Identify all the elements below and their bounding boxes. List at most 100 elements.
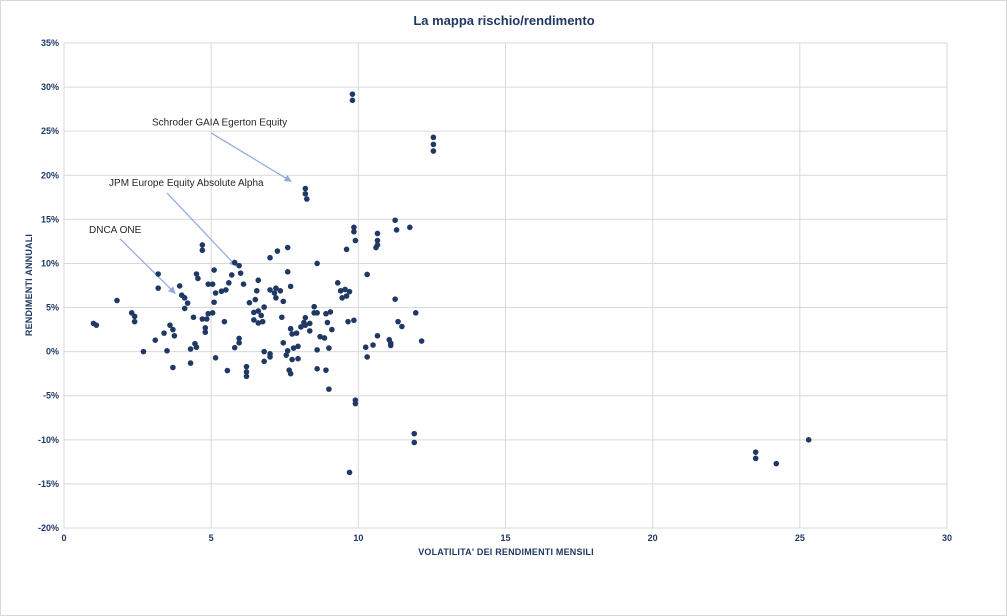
data-point bbox=[352, 400, 359, 407]
data-point bbox=[430, 148, 437, 154]
data-point bbox=[211, 267, 217, 273]
annotation-arrow bbox=[119, 238, 176, 294]
x-tick-label: 15 bbox=[500, 533, 510, 543]
x-axis-title: VOLATILITA' DEI RENDIMENTI MENSILI bbox=[418, 547, 594, 557]
data-point bbox=[273, 285, 279, 291]
data-point bbox=[190, 314, 197, 321]
data-point bbox=[430, 141, 437, 148]
data-point bbox=[181, 295, 188, 301]
data-point bbox=[273, 295, 279, 301]
data-point bbox=[258, 312, 265, 319]
data-point bbox=[284, 244, 291, 251]
data-point bbox=[243, 369, 250, 375]
data-point bbox=[284, 347, 291, 354]
data-point bbox=[301, 319, 307, 326]
data-point bbox=[261, 304, 267, 310]
data-point bbox=[231, 259, 238, 266]
data-point bbox=[283, 352, 290, 358]
y-tick-label: -5% bbox=[43, 391, 59, 401]
data-point bbox=[271, 290, 278, 296]
data-point bbox=[193, 271, 200, 277]
data-point bbox=[342, 286, 348, 293]
data-point bbox=[199, 316, 206, 322]
data-point bbox=[351, 228, 357, 235]
data-point bbox=[327, 309, 334, 315]
data-point bbox=[373, 244, 379, 251]
data-point bbox=[212, 355, 219, 361]
data-point bbox=[311, 303, 317, 310]
data-point bbox=[323, 367, 329, 373]
data-point bbox=[167, 322, 173, 328]
data-point bbox=[289, 331, 295, 337]
data-point bbox=[284, 269, 291, 275]
data-point bbox=[805, 437, 812, 443]
data-point bbox=[255, 277, 262, 284]
data-point bbox=[170, 364, 176, 371]
data-point bbox=[267, 354, 273, 360]
data-point bbox=[287, 283, 294, 290]
x-tick-label: 30 bbox=[942, 533, 952, 543]
data-point bbox=[329, 326, 335, 333]
data-point bbox=[314, 347, 320, 353]
data-point bbox=[176, 283, 183, 289]
data-point bbox=[290, 345, 297, 351]
x-tick-label: 25 bbox=[795, 533, 805, 543]
data-point bbox=[411, 439, 418, 446]
data-point bbox=[131, 313, 138, 320]
data-point bbox=[374, 332, 381, 339]
data-point bbox=[289, 356, 295, 363]
data-point bbox=[243, 373, 250, 380]
y-tick-label: 5% bbox=[46, 303, 59, 313]
data-point bbox=[287, 325, 294, 332]
y-tick-label: 25% bbox=[41, 126, 59, 136]
data-point bbox=[212, 290, 219, 296]
data-point bbox=[306, 328, 313, 334]
y-tick-label: 20% bbox=[41, 170, 59, 180]
data-point bbox=[314, 260, 320, 267]
data-point bbox=[199, 247, 206, 254]
data-point bbox=[209, 310, 216, 316]
data-point bbox=[349, 91, 356, 97]
tick-labels: 0 5 10 15 20 25 30 35% 30% 25% 20% 15% 10% 5% 0% -5% -10… bbox=[38, 38, 952, 543]
data-point bbox=[231, 344, 238, 351]
data-point bbox=[317, 333, 323, 340]
data-point bbox=[306, 320, 313, 327]
data-point bbox=[259, 318, 266, 325]
data-point bbox=[211, 299, 217, 306]
data-point bbox=[349, 97, 356, 104]
data-point bbox=[364, 271, 370, 278]
y-tick-label: 30% bbox=[41, 82, 59, 92]
gridlines bbox=[63, 42, 948, 529]
annotation-label: Schroder GAIA Egerton Equity bbox=[152, 117, 287, 128]
data-point bbox=[274, 248, 281, 254]
data-point bbox=[280, 298, 287, 305]
data-point bbox=[323, 310, 329, 317]
chart-title: La mappa rischio/rendimento bbox=[413, 13, 594, 28]
data-point bbox=[199, 242, 206, 248]
data-point bbox=[164, 347, 170, 354]
data-point bbox=[170, 326, 176, 333]
data-point bbox=[181, 305, 188, 312]
data-point bbox=[255, 320, 262, 326]
annotation-label: DNCA ONE bbox=[89, 225, 142, 236]
data-point bbox=[218, 288, 225, 295]
data-point bbox=[155, 285, 161, 291]
data-point bbox=[236, 340, 242, 346]
data-point bbox=[407, 224, 413, 231]
data-point bbox=[387, 342, 394, 349]
data-point bbox=[351, 317, 357, 324]
data-point bbox=[362, 344, 369, 351]
data-point bbox=[202, 325, 209, 331]
data-point bbox=[295, 355, 301, 362]
data-point bbox=[337, 287, 344, 294]
data-point bbox=[334, 280, 341, 286]
data-point bbox=[430, 134, 437, 141]
data-point bbox=[114, 297, 120, 304]
data-point bbox=[302, 185, 309, 192]
data-point bbox=[302, 314, 309, 321]
data-point bbox=[293, 330, 300, 336]
data-point bbox=[352, 237, 359, 244]
data-point bbox=[343, 246, 350, 253]
y-tick-label: 35% bbox=[41, 38, 59, 48]
data-point bbox=[221, 318, 228, 325]
